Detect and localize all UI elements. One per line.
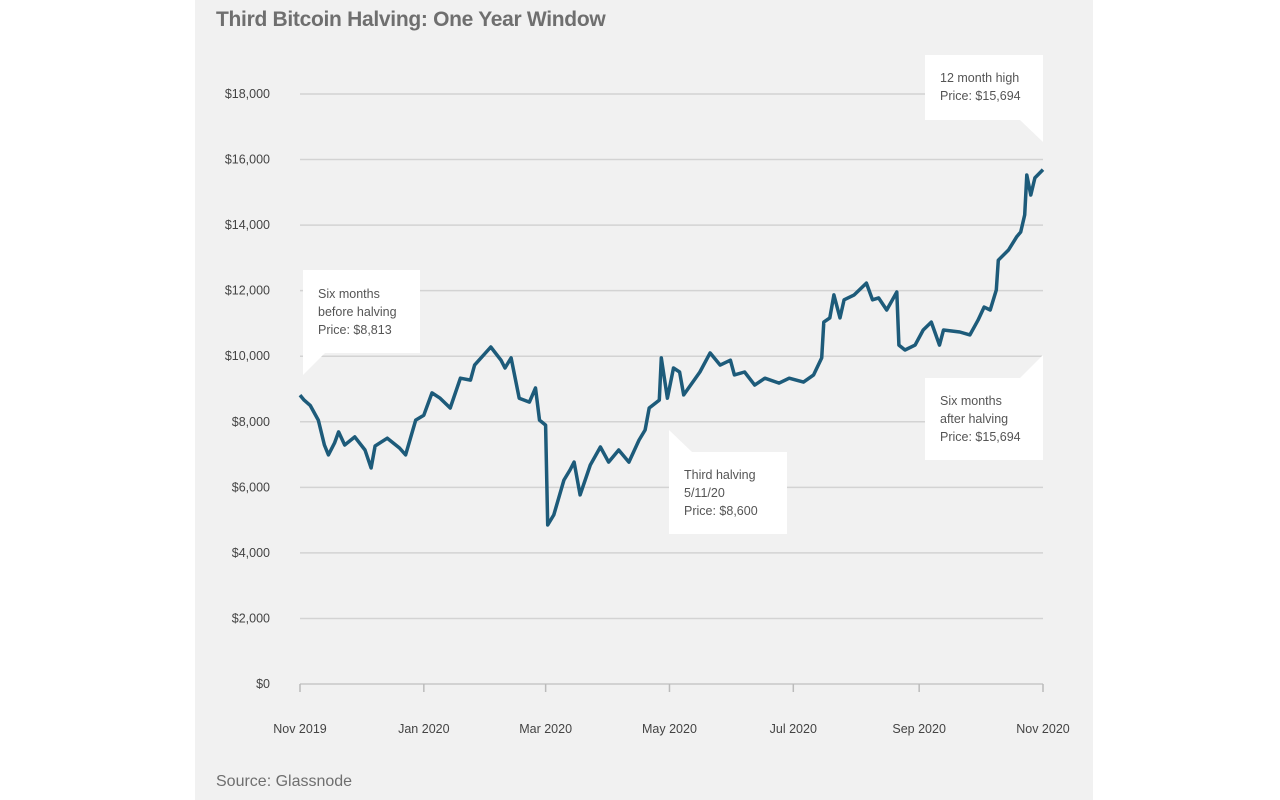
annotation-box: [669, 430, 787, 534]
price-line: [298, 168, 1045, 527]
annotation-line: Price: $15,694: [940, 89, 1021, 103]
annotation-line: Six months: [318, 287, 380, 301]
annotation-line: Price: $8,600: [684, 504, 758, 518]
y-tick-label: $14,000: [225, 218, 270, 232]
x-tick-label: Sep 2020: [892, 722, 946, 736]
y-tick-label: $10,000: [225, 349, 270, 363]
y-tick-label: $12,000: [225, 284, 270, 298]
annotation-line: Six months: [940, 394, 1002, 408]
y-tick-label: $6,000: [232, 480, 270, 494]
annotation-12-month-high: 12 month high Price: $15,694: [940, 69, 1021, 105]
x-tick-label: Mar 2020: [519, 722, 572, 736]
annotation-line: after halving: [940, 412, 1009, 426]
chart-title: Third Bitcoin Halving: One Year Window: [216, 8, 606, 31]
annotation-six-months-before: Six months before halving Price: $8,813: [318, 285, 397, 339]
annotation-line: Price: $8,813: [318, 323, 392, 337]
annotation-third-halving: Third halving 5/11/20 Price: $8,600: [684, 466, 758, 520]
annotation-line: 5/11/20: [684, 486, 725, 500]
y-tick-label: $0: [256, 677, 270, 691]
y-tick-label: $8,000: [232, 415, 270, 429]
y-tick-label: $4,000: [232, 546, 270, 560]
annotation-box: [925, 355, 1043, 460]
annotation-line: Third halving: [684, 468, 756, 482]
x-tick-label: Nov 2020: [1016, 722, 1070, 736]
y-tick-label: $2,000: [232, 611, 270, 625]
y-tick-label: $16,000: [225, 153, 270, 167]
annotation-line: Price: $15,694: [940, 430, 1021, 444]
x-tick-label: Nov 2019: [273, 722, 327, 736]
annotation-box: [303, 270, 420, 375]
annotation-box: [925, 55, 1043, 142]
x-tick-label: Jul 2020: [770, 722, 817, 736]
annotation-six-months-after: Six months after halving Price: $15,694: [940, 392, 1021, 446]
x-tick-label: May 2020: [642, 722, 697, 736]
x-tick-label: Jan 2020: [398, 722, 449, 736]
annotation-line: before halving: [318, 305, 397, 319]
source-note: Source: Glassnode: [216, 773, 353, 790]
y-tick-label: $18,000: [225, 87, 270, 101]
annotation-line: 12 month high: [940, 71, 1020, 85]
